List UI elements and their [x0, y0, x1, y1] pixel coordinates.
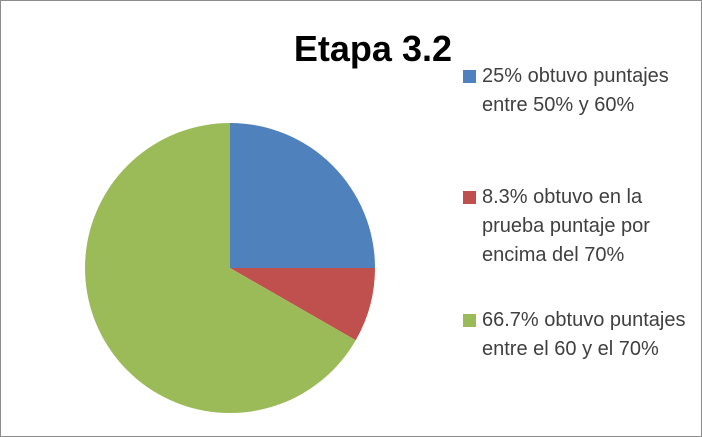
- legend-entry: 25% obtuvo puntajes entre 50% y 60%: [463, 62, 699, 120]
- legend-entry: 66.7% obtuvo puntajes entre el 60 y el 7…: [463, 306, 699, 364]
- pie-slice: [230, 123, 375, 268]
- pie-slice: [84, 123, 356, 413]
- legend-swatch: [463, 314, 476, 327]
- legend-swatch: [463, 70, 476, 83]
- legend-label: 25% obtuvo puntajes entre 50% y 60%: [482, 65, 669, 116]
- legend-label: 8.3% obtuvo en la prueba puntaje por enc…: [482, 186, 650, 266]
- legend-entry: 8.3% obtuvo en la prueba puntaje por enc…: [463, 183, 699, 270]
- legend-swatch: [463, 191, 476, 204]
- pie-slice: [230, 268, 375, 341]
- legend-label: 66.7% obtuvo puntajes entre el 60 y el 7…: [482, 309, 686, 360]
- chart-title: Etapa 3.2: [293, 28, 452, 69]
